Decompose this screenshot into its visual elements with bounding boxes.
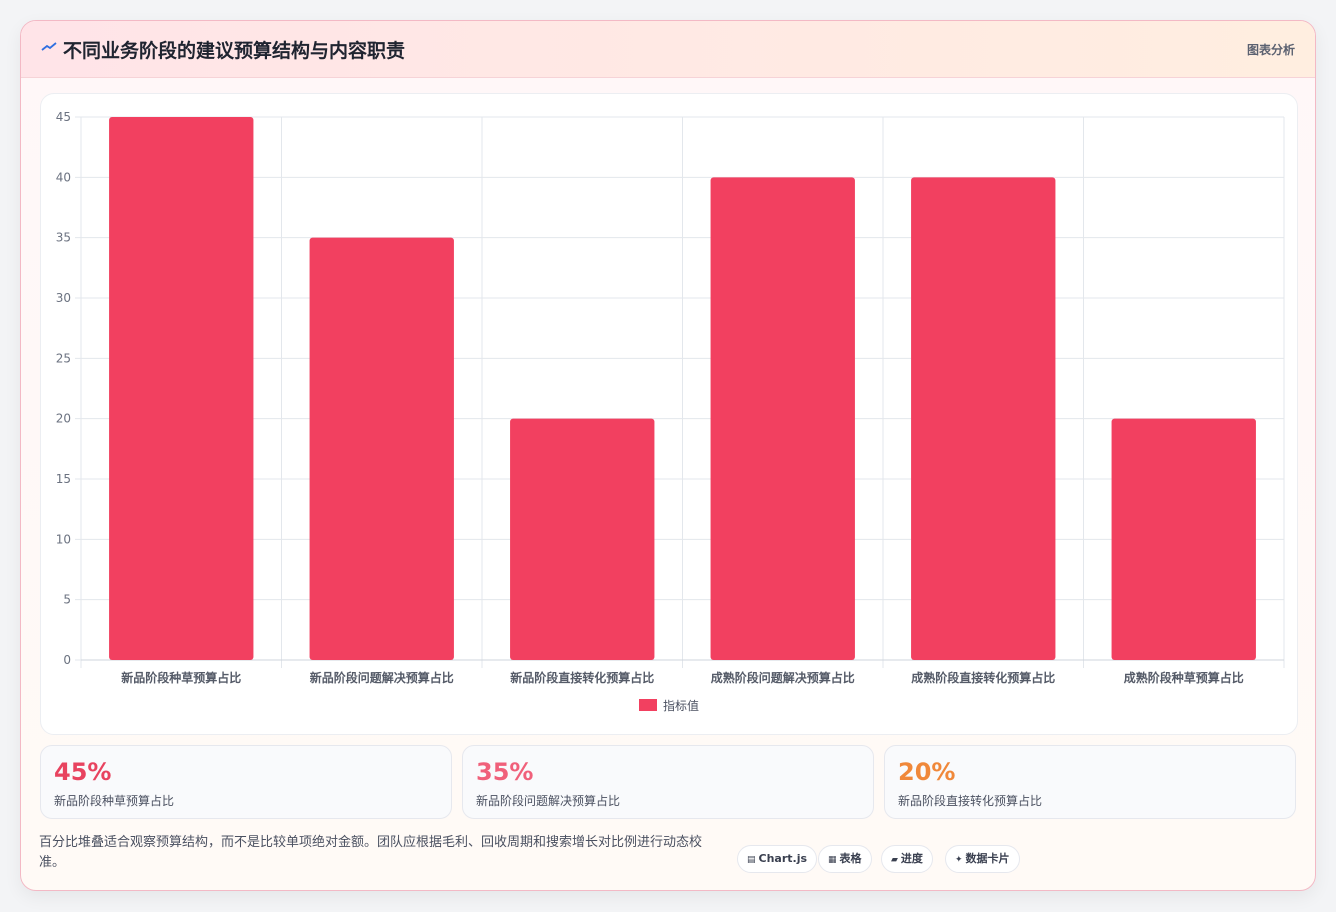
y-tick-label: 10 [56, 532, 71, 546]
chart-icon: ▤ [747, 855, 756, 865]
stat-value: 20% [898, 758, 956, 786]
stat-label: 新品阶段问题解决预算占比 [476, 794, 621, 808]
x-tick-label: 成熟阶段直接转化预算占比 [911, 670, 1055, 685]
y-tick-label: 35 [56, 231, 71, 245]
bar [1111, 418, 1256, 660]
y-tick-label: 30 [56, 291, 71, 305]
bar [109, 117, 254, 660]
card-header: 不同业务阶段的建议预算结构与内容职责 图表分析 [21, 21, 1315, 78]
sparkle-icon: ✦ [955, 855, 963, 865]
page-title: 不同业务阶段的建议预算结构与内容职责 [63, 40, 406, 62]
tag-table[interactable]: ▦ 表格 [818, 845, 872, 873]
y-tick-label: 25 [56, 351, 71, 365]
x-tick-label: 新品阶段种草预算占比 [121, 670, 241, 685]
stat-card-1: 45% 新品阶段种草预算占比 [40, 745, 452, 819]
tag-chartjs[interactable]: ▤ Chart.js [737, 845, 818, 873]
table-icon: ▦ [828, 855, 837, 865]
stat-label: 新品阶段直接转化预算占比 [898, 794, 1043, 808]
x-tick-label: 成熟阶段问题解决预算占比 [711, 670, 855, 685]
chart-analysis-label: 图表分析 [1246, 43, 1295, 57]
chart-card: 不同业务阶段的建议预算结构与内容职责 图表分析 0 5 10 15 20 25 30 35 40… [20, 20, 1316, 891]
y-tick-label: 5 [63, 593, 71, 607]
tag-label: 表格 [839, 852, 862, 865]
tag-label: Chart.js [758, 852, 808, 865]
tag-data-card[interactable]: ✦ 数据卡片 [945, 845, 1020, 873]
bar [510, 418, 655, 660]
x-tick-label: 新品阶段直接转化预算占比 [510, 670, 654, 685]
bar [911, 177, 1056, 660]
chart-panel: 0 5 10 15 20 25 30 35 40 45 新品阶段种草预算占比 新品阶段问题解决预算占比… [40, 93, 1298, 735]
tag-label: 数据卡片 [965, 852, 1010, 865]
legend-label: 指标值 [663, 698, 699, 713]
y-tick-label: 45 [56, 110, 71, 124]
y-tick-label: 0 [63, 653, 71, 667]
stat-value: 45% [54, 758, 112, 786]
y-tick-label: 15 [56, 472, 71, 486]
legend-swatch [639, 699, 657, 711]
y-tick-label: 20 [56, 412, 71, 426]
footer-note: 百分比堆叠适合观察预算结构，而不是比较单项绝对金额。团队应根据毛利、回收周期和搜… [39, 835, 703, 870]
stat-card-2: 35% 新品阶段问题解决预算占比 [462, 745, 874, 819]
tag-label: 进度 [900, 852, 923, 865]
bar [309, 237, 454, 660]
stat-label: 新品阶段种草预算占比 [54, 794, 175, 808]
trend-line-icon [41, 42, 57, 51]
tag-progress[interactable]: ▰ 进度 [881, 845, 933, 873]
x-tick-label: 成熟阶段种草预算占比 [1124, 670, 1244, 685]
progress-icon: ▰ [891, 855, 898, 865]
bar [710, 177, 855, 660]
stat-value: 35% [476, 758, 534, 786]
y-tick-label: 40 [56, 170, 71, 184]
x-tick-label: 新品阶段问题解决预算占比 [310, 670, 454, 685]
bar-chart: 0 5 10 15 20 25 30 35 40 45 新品阶段种草预算占比 新品阶段问题解决预算占比… [56, 110, 1285, 713]
stat-card-3: 20% 新品阶段直接转化预算占比 [884, 745, 1296, 819]
